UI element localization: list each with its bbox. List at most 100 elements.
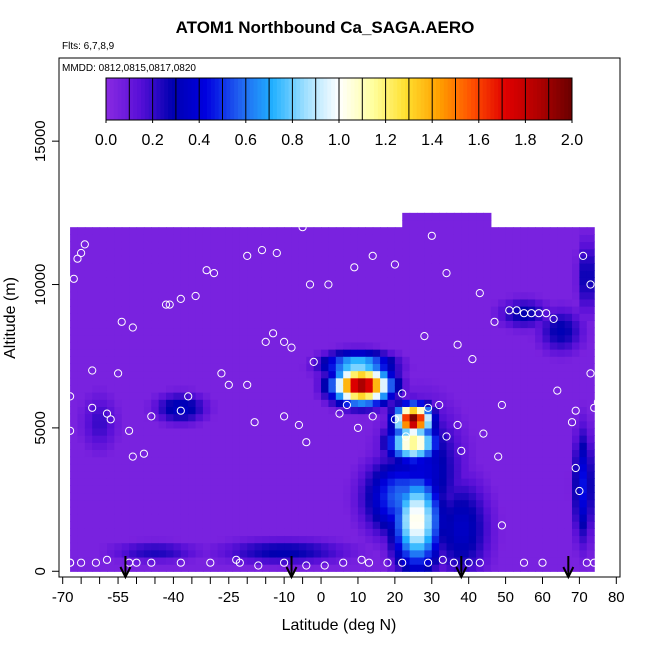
heatmap-cell [505, 399, 514, 407]
heatmap-cell [409, 506, 418, 515]
sample-point [202, 266, 211, 275]
y-tick-label: 15000 [32, 120, 49, 162]
heatmap-cell [136, 492, 145, 501]
heatmap-cell [417, 341, 425, 350]
heatmap-cell [269, 277, 278, 286]
heatmap-cell [468, 320, 477, 329]
heatmap-cell [166, 341, 175, 350]
heatmap-cell [468, 542, 477, 551]
heatmap-cell [490, 420, 499, 429]
heatmap-cell [417, 270, 425, 278]
heatmap-cell [195, 270, 204, 278]
heatmap-cell [461, 492, 470, 501]
heatmap-cell [210, 535, 219, 544]
heatmap-cell [247, 435, 256, 443]
heatmap-cell [387, 535, 396, 544]
heatmap-cell [261, 263, 270, 271]
heatmap-cell [210, 255, 219, 264]
heatmap-cell [195, 556, 204, 565]
heatmap-cell [505, 535, 514, 544]
sample-point [364, 558, 374, 567]
heatmap-cell [276, 320, 285, 329]
heatmap-cell [498, 556, 507, 565]
heatmap-cell [490, 478, 499, 486]
heatmap-cell [121, 549, 130, 558]
heatmap-cell [254, 255, 263, 264]
heatmap-cell [564, 370, 573, 379]
heatmap-cell [106, 363, 115, 372]
heatmap-cell [453, 478, 462, 486]
heatmap-cell [99, 327, 108, 336]
colorbar-tick-label: 0.0 [95, 132, 117, 149]
heatmap-cell [335, 349, 344, 357]
heatmap-cell [372, 406, 381, 415]
heatmap-cell [542, 499, 551, 508]
heatmap-cell [380, 370, 389, 379]
heatmap-cell [77, 370, 86, 379]
heatmap-cell [505, 327, 514, 336]
heatmap-cell [173, 341, 182, 350]
heatmap-cell [542, 234, 551, 243]
heatmap-cell [284, 470, 293, 479]
heatmap-cell [512, 263, 521, 271]
heatmap-cell [468, 291, 477, 300]
heatmap-cell [276, 313, 285, 321]
heatmap-cell [84, 327, 93, 336]
x-tick-label: 0 [317, 589, 325, 606]
sample-points [66, 223, 620, 570]
heatmap-cell [261, 356, 270, 364]
heatmap-cell [461, 284, 470, 293]
heatmap-cell [468, 449, 477, 458]
heatmap-cell [409, 478, 418, 486]
heatmap-cell [402, 492, 411, 501]
heatmap-cell [409, 212, 418, 221]
colorbar-swatch [366, 78, 371, 120]
heatmap-cell [424, 377, 433, 386]
heatmap-cell [92, 478, 101, 486]
heatmap-cell [417, 248, 425, 257]
heatmap-cell [306, 528, 315, 537]
heatmap-cell [261, 298, 270, 307]
heatmap-cell [372, 341, 381, 350]
heatmap-cell [387, 513, 396, 522]
heatmap-cell [446, 513, 455, 522]
heatmap-cell [129, 435, 138, 443]
sample-point [147, 412, 156, 421]
heatmap-cell [572, 492, 580, 501]
heatmap-cell [306, 384, 315, 393]
heatmap-cell [143, 227, 152, 235]
heatmap-cell [350, 306, 359, 314]
heatmap-cell [431, 521, 440, 529]
heatmap-cell [92, 513, 101, 522]
heatmap-cell [291, 363, 300, 372]
heatmap-cell [372, 306, 381, 314]
heatmap-cell [166, 334, 175, 343]
heatmap-cell [417, 241, 425, 250]
heatmap-cell [446, 341, 455, 350]
heatmap-cell [557, 255, 566, 264]
heatmap-cell [114, 263, 123, 271]
heatmap-cell [402, 384, 411, 393]
heatmap-cell [276, 392, 285, 400]
heatmap-cell [512, 234, 521, 243]
heatmap-cell [254, 363, 263, 372]
heatmap-cell [535, 284, 544, 293]
heatmap-cell [453, 549, 462, 558]
heatmap-cell [542, 449, 551, 458]
heatmap-cell [284, 227, 293, 235]
heatmap-cell [424, 564, 433, 572]
heatmap-cell [166, 270, 175, 278]
heatmap-cell [572, 478, 580, 486]
heatmap-cell [151, 291, 160, 300]
heatmap-cell [357, 277, 366, 286]
heatmap-cell [136, 313, 145, 321]
heatmap-cell [284, 506, 293, 515]
heatmap-cell [269, 291, 278, 300]
heatmap-cell [158, 456, 167, 465]
heatmap-cell [261, 277, 270, 286]
heatmap-cell [225, 528, 234, 537]
heatmap-cell [158, 449, 167, 458]
heatmap-cell [84, 449, 93, 458]
heatmap-cell [239, 291, 248, 300]
heatmap-cell [535, 542, 544, 551]
